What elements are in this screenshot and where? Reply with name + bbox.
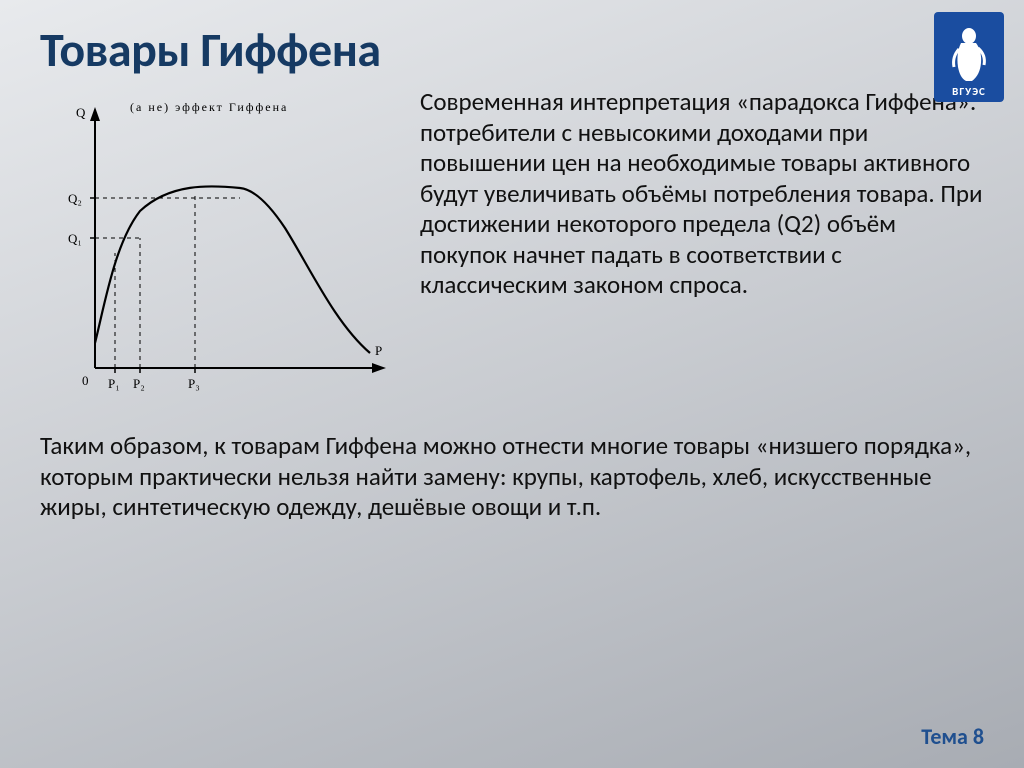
chart-top-label: (а не) эффект Гиффена	[130, 100, 288, 114]
x-axis-arrow-icon	[372, 363, 386, 373]
y-tick-label-q1: Q₁	[68, 231, 82, 246]
x-tick-label-p2: P₂	[133, 376, 145, 391]
y-axis-label: Q	[76, 105, 86, 120]
paragraph-right: Современная интерпретация «парадокса Гиф…	[420, 87, 984, 413]
content-row: (а не) эффект Гиффена Q P 0 Q₂ Q₁ P₁	[40, 87, 984, 413]
y-axis-arrow-icon	[90, 107, 100, 121]
paragraph-bottom: Таким образом, к товарам Гиффена можно о…	[40, 431, 984, 523]
giffen-chart: (а не) эффект Гиффена Q P 0 Q₂ Q₁ P₁	[40, 87, 400, 413]
logo-figure-icon	[944, 23, 994, 83]
origin-label: 0	[82, 373, 89, 388]
chart-svg: (а не) эффект Гиффена Q P 0 Q₂ Q₁ P₁	[40, 93, 400, 413]
demand-curve	[95, 186, 370, 353]
logo-text: ВГУЭС	[952, 85, 986, 98]
x-tick-label-p1: P₁	[108, 376, 120, 391]
slide-footer: Тема 8	[921, 723, 984, 750]
university-logo: ВГУЭС	[934, 12, 1004, 102]
slide: ВГУЭС Товары Гиффена (а не) эффект Гиффе…	[0, 0, 1024, 768]
y-tick-label-q2: Q₂	[68, 191, 82, 206]
x-axis-label: P	[375, 343, 382, 358]
x-tick-label-p3: P₃	[188, 376, 200, 391]
page-title: Товары Гиффена	[40, 20, 984, 79]
